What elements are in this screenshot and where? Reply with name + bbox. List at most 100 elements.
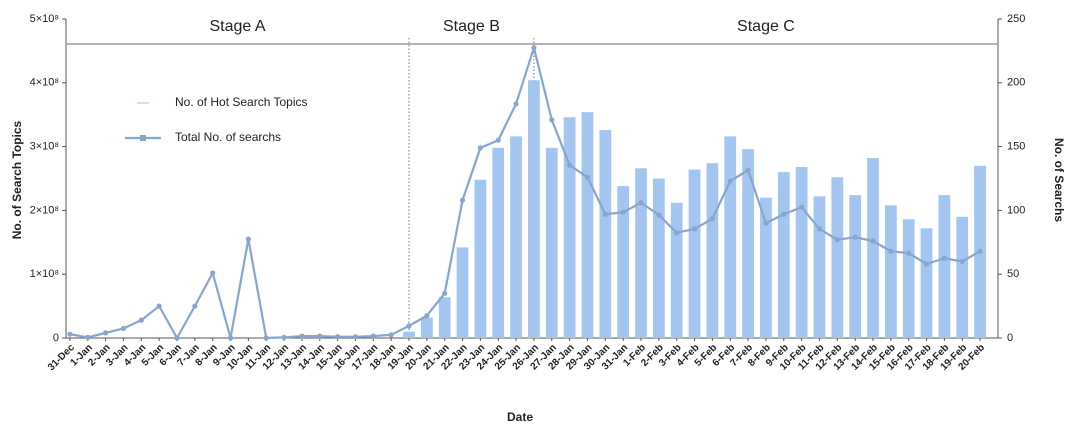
y2-tick-label: 200	[1007, 77, 1025, 89]
line-marker	[406, 323, 412, 329]
bar	[420, 317, 433, 338]
line-marker	[459, 197, 466, 203]
bar	[635, 168, 647, 338]
y-tick-label: 2×10⁸	[30, 204, 59, 216]
line-marker	[245, 236, 251, 242]
line-marker	[977, 248, 983, 254]
line-marker	[335, 334, 341, 340]
bar	[760, 197, 772, 338]
bar	[563, 117, 576, 338]
bar	[581, 112, 594, 338]
bar	[938, 195, 951, 338]
y2-axis-title: No. of Searchs	[1052, 138, 1066, 222]
bar	[652, 178, 665, 338]
bar	[831, 177, 844, 338]
bar	[813, 196, 826, 338]
y2-tick-label: 250	[1007, 13, 1025, 25]
bar	[724, 136, 737, 338]
bar	[795, 167, 808, 338]
y2-tick-label: 150	[1007, 141, 1025, 153]
legend-label: No. of Hot Search Topics	[175, 95, 308, 109]
stage-label: Stage C	[737, 18, 795, 35]
line-marker	[388, 332, 394, 338]
bar	[528, 80, 540, 339]
bar	[884, 205, 897, 338]
y-tick-label: 1×10⁸	[30, 268, 59, 280]
line-marker	[549, 117, 555, 123]
line-marker	[85, 334, 91, 340]
bar	[742, 149, 754, 338]
line-marker	[799, 204, 805, 210]
line-marker	[138, 317, 144, 323]
bar	[545, 147, 558, 338]
line-marker	[923, 261, 930, 267]
line-marker	[281, 334, 287, 340]
line-marker	[495, 137, 501, 143]
line-marker	[317, 333, 323, 339]
line-marker	[210, 270, 216, 276]
line-marker	[674, 230, 680, 236]
line	[69, 43, 981, 341]
x-axis-title: Date	[507, 410, 533, 424]
line-marker	[424, 313, 430, 319]
y-tick-label: 0	[53, 332, 59, 344]
line-marker	[174, 335, 180, 341]
line-marker	[816, 226, 823, 232]
line-marker	[299, 333, 305, 339]
line-marker	[227, 335, 234, 341]
line-marker	[638, 200, 644, 206]
line-marker	[370, 333, 376, 339]
line-marker	[67, 331, 73, 337]
y-tick-label: 3×10⁸	[30, 141, 59, 153]
line-marker	[781, 211, 787, 217]
line-marker	[870, 238, 876, 244]
stage-label: Stage B	[443, 18, 500, 35]
line-marker	[727, 178, 733, 184]
bar	[492, 147, 505, 338]
stage-label: Stage A	[209, 18, 265, 35]
line-marker	[602, 211, 608, 217]
line-marker	[103, 330, 109, 336]
bar	[777, 172, 790, 338]
line-marker	[959, 258, 965, 265]
line-marker	[763, 220, 769, 226]
y-axis-title: No. of Search Topics	[10, 120, 24, 239]
y-tick-label: 5×10⁸	[30, 13, 59, 25]
line-marker	[620, 209, 626, 215]
line-marker	[192, 303, 198, 309]
line-marker	[442, 290, 448, 296]
line-marker	[656, 212, 662, 218]
legend-label: Total No. of searchs	[175, 130, 281, 144]
bar	[403, 331, 415, 338]
bar	[849, 195, 862, 338]
bar	[599, 130, 612, 338]
line-marker	[263, 335, 269, 341]
bar	[617, 186, 630, 338]
line-marker	[888, 248, 894, 254]
line-marker	[120, 325, 127, 332]
line-marker	[906, 250, 912, 256]
line-marker	[691, 226, 698, 232]
bar	[920, 228, 933, 338]
y2-tick-label: 0	[1007, 332, 1013, 344]
bar	[956, 216, 969, 338]
line-marker	[709, 216, 715, 222]
y2-tick-label: 100	[1007, 204, 1025, 216]
line-marker	[513, 101, 519, 107]
line-marker	[852, 234, 858, 240]
line-marker	[352, 334, 359, 340]
line-marker	[567, 162, 573, 168]
bar	[456, 247, 469, 338]
line-marker	[531, 45, 537, 51]
y-tick-label: 4×10⁸	[30, 77, 59, 89]
line-marker	[584, 174, 591, 180]
bar	[706, 163, 719, 338]
line-marker	[941, 255, 947, 261]
bar	[867, 158, 879, 338]
bar	[474, 179, 487, 338]
bar	[902, 219, 915, 338]
bar	[510, 136, 522, 338]
bar	[670, 202, 683, 338]
line-marker	[745, 167, 751, 173]
